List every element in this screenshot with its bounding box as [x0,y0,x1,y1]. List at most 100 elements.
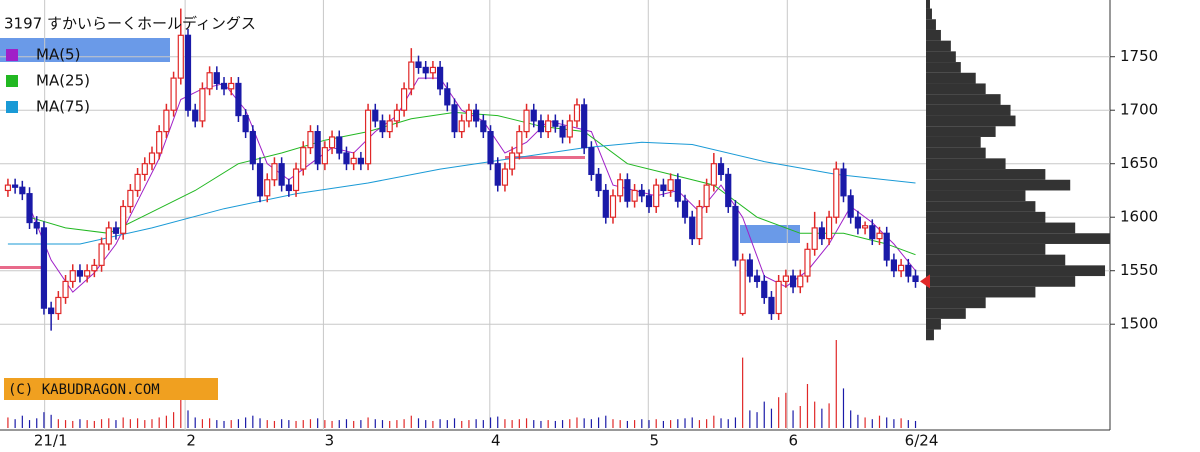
profile-bar [926,115,1016,127]
profile-bar [926,318,941,330]
y-tick-label: 1700 [1120,101,1158,119]
watermark: (C) KABUDRAGON.COM [8,382,160,398]
candle-body [184,34,192,111]
candle-body [898,264,905,272]
candle-body [869,225,876,240]
candle-body [501,168,509,186]
profile-bar [926,201,1036,212]
candle-body [710,163,717,186]
candle-body [84,270,91,277]
profile-bar [926,169,1046,180]
signal-line [0,266,42,269]
profile-bar [926,233,1110,244]
candle-body [890,259,898,272]
candle-body [19,186,26,195]
candle-body [163,109,170,133]
candle-body [847,195,854,218]
profile-bar [926,179,1071,191]
candle-body [883,232,890,261]
profile-bar [926,62,961,73]
y-tick-label: 1650 [1120,154,1158,172]
y-tick-label: 1550 [1120,261,1158,279]
profile-bar [926,29,941,41]
x-tick-label: 2 [186,432,196,450]
profile-bar [926,8,932,20]
candle-body [725,173,732,208]
profile-bar [926,19,936,30]
legend-swatch [6,101,18,113]
candle-body [372,109,379,122]
legend-swatch [6,75,18,87]
candle-body [91,264,98,272]
candle-body [581,104,588,149]
ma-line [7,141,916,245]
candle-body [177,34,184,79]
candle-body [703,184,710,208]
candle-body [746,259,753,277]
candle-body [609,195,617,218]
profile-bar [926,158,1006,170]
x-tick-label: 21/1 [34,432,68,450]
candle-body [393,109,400,122]
candle-body [761,280,768,299]
profile-bar [926,329,934,341]
candle-body [213,72,220,85]
profile-bar [926,254,1066,266]
candle-body [120,205,127,234]
profile-bar [926,94,1001,105]
candle-body [40,227,48,309]
candle-body [379,120,386,133]
profile-bar [926,276,1076,287]
x-tick-label: 3 [325,432,335,450]
candle-body [192,109,199,122]
candle-body [451,104,458,133]
candle-body [840,168,847,197]
candle-body [566,120,573,138]
candle-body [559,125,566,138]
candle-body [55,296,62,315]
candle-body [552,120,559,127]
candle-body [134,173,141,192]
candle-body [242,114,249,133]
candle-body [465,109,473,122]
profile-bar [926,136,981,148]
candle-body [300,147,307,170]
candle-body [573,104,581,122]
candle-body [112,227,120,234]
candle-body [624,179,631,202]
candle-body [199,88,206,122]
candle-body [876,232,883,240]
candle-body [768,296,775,315]
profile-bar [926,147,986,159]
legend-swatch [6,49,18,61]
profile-bar [926,51,956,63]
candle-body [833,168,840,218]
candle-body [681,200,689,218]
ma-line [29,77,916,293]
candle-body [69,270,76,283]
profile-bar [926,0,930,9]
candle-body [653,184,660,208]
candle-body [264,179,271,197]
candle-body [249,131,256,165]
candle-body [825,216,833,240]
candle-body [530,109,537,122]
candle-body [854,216,861,229]
candle-body [127,189,134,208]
profile-bar [926,308,966,319]
candle-body [415,61,422,69]
signal-box [740,225,800,243]
candle-body [775,280,782,315]
candle-body [588,147,595,176]
candle-body [437,66,444,90]
candle-body [350,157,357,165]
profile-bar [926,243,1046,255]
candle-body [364,109,372,165]
watermark-box [4,378,218,400]
candle-body [523,109,530,133]
candle-body [336,136,343,154]
candle-body [789,275,797,288]
candle-body [473,109,480,122]
profile-bar [926,286,1036,298]
